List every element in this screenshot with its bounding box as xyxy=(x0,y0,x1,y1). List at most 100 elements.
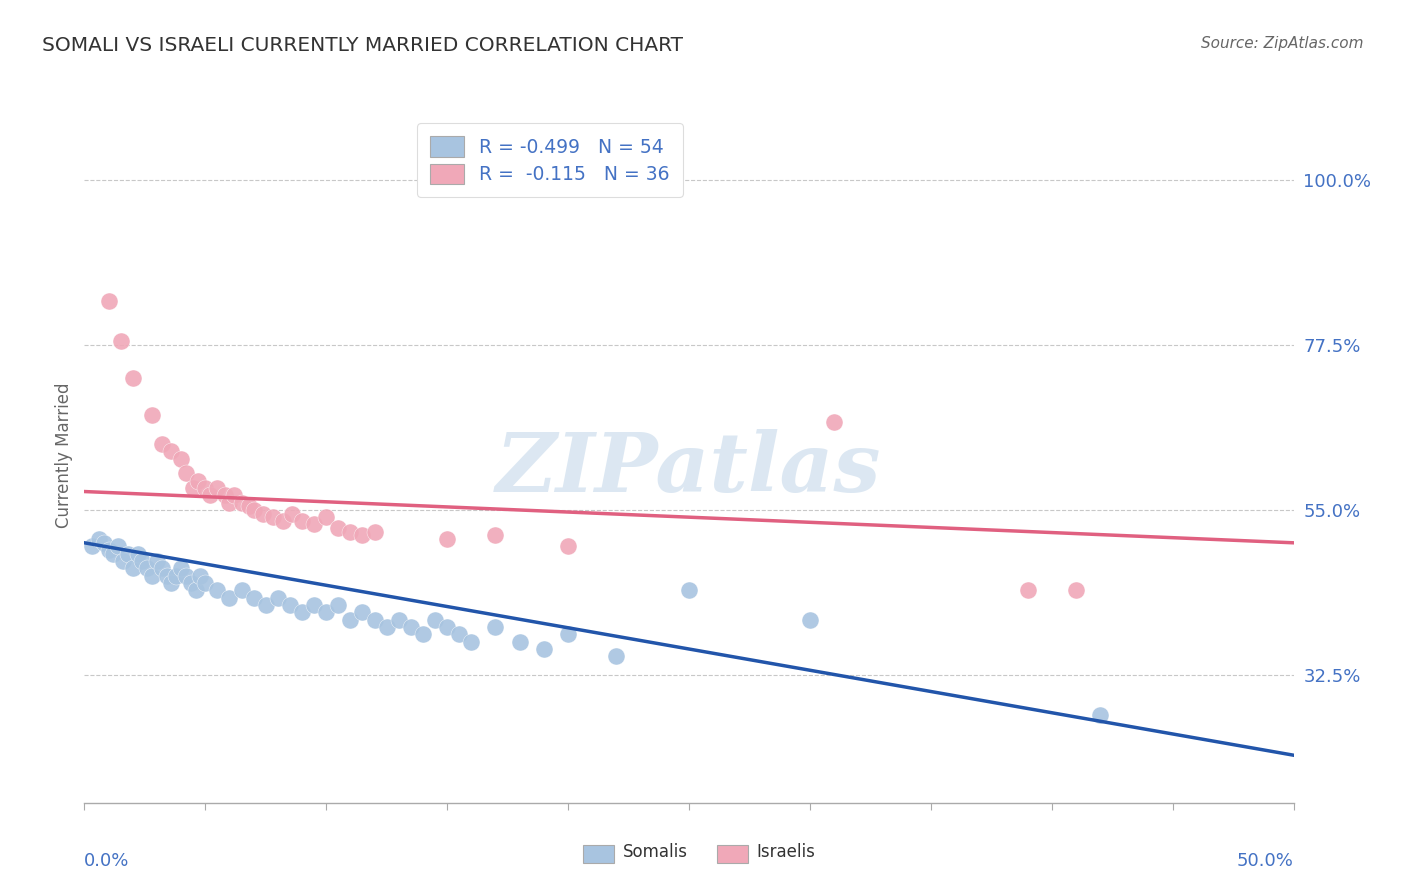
Point xyxy=(207,481,229,495)
Point xyxy=(449,627,471,641)
Point xyxy=(112,554,135,568)
Point xyxy=(1017,583,1039,598)
Point xyxy=(181,481,204,495)
Point xyxy=(678,583,700,598)
Point xyxy=(291,606,314,620)
Point xyxy=(121,371,143,385)
Point xyxy=(339,613,361,627)
Point xyxy=(302,598,325,612)
Point xyxy=(281,507,304,521)
Point xyxy=(271,514,294,528)
FancyBboxPatch shape xyxy=(717,845,748,863)
Point xyxy=(207,583,229,598)
Text: 50.0%: 50.0% xyxy=(1237,852,1294,870)
Point xyxy=(242,591,264,605)
Point xyxy=(267,591,290,605)
Point xyxy=(87,532,110,546)
Point xyxy=(799,613,821,627)
Point xyxy=(399,620,422,634)
Y-axis label: Currently Married: Currently Married xyxy=(55,382,73,528)
Point xyxy=(97,543,120,558)
Point xyxy=(141,568,163,582)
FancyBboxPatch shape xyxy=(583,845,614,863)
Point xyxy=(388,613,411,627)
Point xyxy=(187,474,209,488)
Point xyxy=(328,521,350,535)
Point xyxy=(107,540,129,554)
Point xyxy=(484,620,506,634)
Point xyxy=(150,437,173,451)
Point xyxy=(557,627,579,641)
Point xyxy=(180,576,202,591)
Point xyxy=(146,554,169,568)
Point xyxy=(533,642,555,657)
Point xyxy=(184,583,207,598)
Text: ZIPatlas: ZIPatlas xyxy=(496,429,882,508)
Point xyxy=(423,613,446,627)
Point xyxy=(302,517,325,532)
Point xyxy=(460,634,482,648)
Point xyxy=(242,503,264,517)
Point xyxy=(174,568,197,582)
Point xyxy=(165,568,187,582)
Point xyxy=(103,547,125,561)
Point xyxy=(1088,707,1111,722)
Point xyxy=(214,488,236,502)
Point xyxy=(170,561,193,575)
Point xyxy=(231,583,253,598)
Point xyxy=(80,540,103,554)
Point xyxy=(352,606,374,620)
Point xyxy=(375,620,398,634)
Point xyxy=(315,606,337,620)
Point xyxy=(194,576,217,591)
Point xyxy=(150,561,173,575)
Point xyxy=(224,488,246,502)
Text: SOMALI VS ISRAELI CURRENTLY MARRIED CORRELATION CHART: SOMALI VS ISRAELI CURRENTLY MARRIED CORR… xyxy=(42,36,683,54)
Point xyxy=(328,598,350,612)
Point xyxy=(252,507,274,521)
Point xyxy=(117,547,139,561)
Point xyxy=(121,561,143,575)
Point xyxy=(412,627,434,641)
Point xyxy=(352,528,374,542)
Point xyxy=(231,495,253,509)
Text: Somalis: Somalis xyxy=(623,843,688,861)
Point xyxy=(194,481,217,495)
Point xyxy=(363,524,385,539)
Point xyxy=(218,591,240,605)
Point xyxy=(127,547,149,561)
Point xyxy=(136,561,159,575)
Point xyxy=(97,294,120,309)
Text: 0.0%: 0.0% xyxy=(84,852,129,870)
Point xyxy=(131,554,153,568)
Point xyxy=(174,467,197,481)
Point xyxy=(823,415,845,429)
Point xyxy=(190,568,212,582)
Point xyxy=(315,510,337,524)
Point xyxy=(170,451,193,466)
Point xyxy=(141,408,163,422)
Point xyxy=(93,536,115,550)
Point xyxy=(218,495,240,509)
Point xyxy=(155,568,177,582)
Point xyxy=(262,510,284,524)
Point xyxy=(198,488,221,502)
Point xyxy=(339,524,361,539)
Point xyxy=(436,532,458,546)
Point xyxy=(557,540,579,554)
Text: Israelis: Israelis xyxy=(756,843,815,861)
Point xyxy=(160,444,183,458)
Point xyxy=(238,499,260,513)
Point xyxy=(110,334,132,349)
Point xyxy=(160,576,183,591)
Point xyxy=(278,598,301,612)
Text: Source: ZipAtlas.com: Source: ZipAtlas.com xyxy=(1201,36,1364,51)
Point xyxy=(509,634,531,648)
Point xyxy=(484,528,506,542)
Point xyxy=(291,514,314,528)
Point xyxy=(1064,583,1087,598)
Point xyxy=(605,649,627,664)
Point xyxy=(363,613,385,627)
Legend: R = -0.499   N = 54, R =  -0.115   N = 36: R = -0.499 N = 54, R = -0.115 N = 36 xyxy=(418,123,683,197)
Point xyxy=(254,598,277,612)
